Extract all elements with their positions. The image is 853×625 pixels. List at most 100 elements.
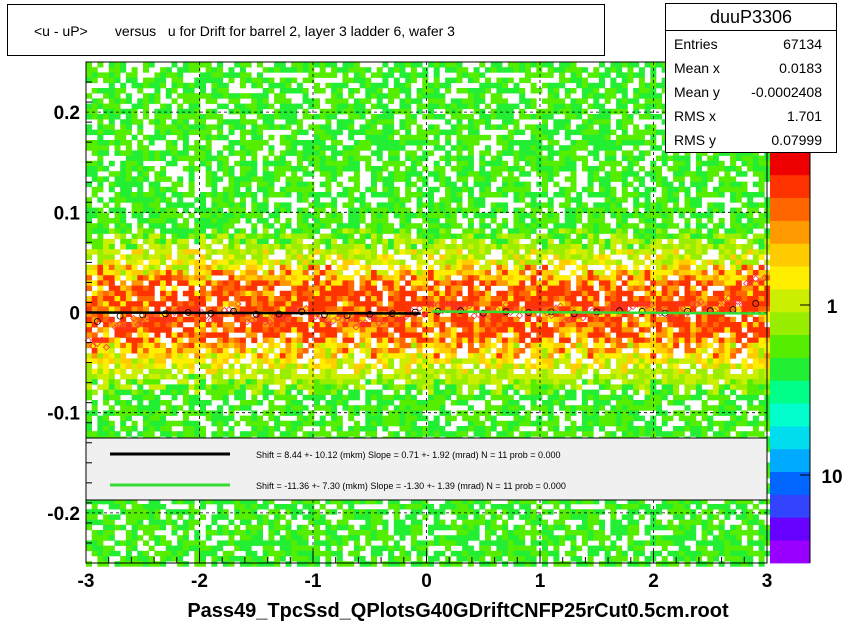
heat-cell <box>296 322 303 328</box>
heat-cell <box>450 519 457 526</box>
heat-cell <box>285 249 292 255</box>
heat-cell <box>302 337 309 344</box>
heat-cell <box>428 233 434 240</box>
heat-cell <box>131 264 138 271</box>
heat-cell <box>450 306 457 312</box>
heat-cell <box>205 498 212 505</box>
heat-cell <box>251 296 258 302</box>
heat-cell <box>388 290 395 297</box>
heat-cell <box>217 374 224 380</box>
heat-cell <box>222 264 229 271</box>
heat-cell <box>473 140 480 146</box>
heat-cell <box>228 254 235 260</box>
heat-cell <box>97 426 104 432</box>
heat-cell <box>433 524 440 531</box>
heat-cell <box>228 389 235 396</box>
heat-cell <box>217 431 224 437</box>
heat-cell <box>228 244 235 250</box>
heat-cell <box>405 238 412 245</box>
heat-cell <box>222 155 229 162</box>
heat-cell <box>143 192 149 198</box>
heat-cell <box>165 67 172 73</box>
heat-cell <box>388 280 395 286</box>
heat-cell <box>274 114 281 120</box>
heat-cell <box>268 363 275 370</box>
heat-cell <box>462 155 469 162</box>
heat-cell <box>131 524 138 531</box>
heat-cell <box>245 405 252 411</box>
heat-cell <box>165 410 172 416</box>
heat-cell <box>125 400 132 406</box>
heat-cell <box>428 290 434 297</box>
heat-cell <box>148 394 155 401</box>
heat-cell <box>279 88 286 94</box>
heat-cell <box>182 145 189 151</box>
heat-cell <box>262 540 269 546</box>
heat-cell <box>148 342 155 349</box>
heat-cell <box>200 405 206 411</box>
heat-cell <box>262 124 269 130</box>
heat-cell <box>331 176 338 182</box>
heat-cell <box>439 280 446 286</box>
heat-cell <box>433 550 440 557</box>
heat-cell <box>296 228 303 234</box>
heat-cell <box>450 62 457 68</box>
heat-cell <box>251 145 258 151</box>
heat-cell <box>450 384 457 390</box>
heat-cell <box>388 415 395 422</box>
heat-cell <box>86 311 92 318</box>
heat-cell <box>120 348 127 354</box>
heat-cell <box>251 524 258 531</box>
heat-cell <box>125 119 132 125</box>
heat-cell <box>450 374 457 380</box>
heat-cell <box>108 259 115 266</box>
heat-cell <box>325 509 332 515</box>
heat-cell <box>160 254 167 260</box>
heat-cell <box>103 327 110 333</box>
heat-cell <box>285 348 292 354</box>
heat-cell <box>314 514 320 520</box>
heat-cell <box>234 368 241 375</box>
heat-cell <box>308 301 315 307</box>
heat-cell <box>399 561 406 567</box>
heat-cell <box>188 192 195 198</box>
heat-cell <box>445 420 452 427</box>
heat-cell <box>393 233 400 240</box>
heat-cell <box>462 410 469 416</box>
heat-cell <box>456 171 463 177</box>
heat-cell <box>125 327 132 333</box>
heat-cell <box>296 82 303 89</box>
heat-cell <box>319 124 326 130</box>
heat-cell <box>251 233 258 240</box>
heat-cell <box>239 545 246 552</box>
heat-cell <box>86 62 92 68</box>
heat-cell <box>450 145 457 151</box>
heat-cell <box>405 212 412 219</box>
heat-cell <box>479 426 486 432</box>
heat-cell <box>376 72 383 78</box>
heat-cell <box>348 218 355 224</box>
heat-cell <box>262 228 269 234</box>
heat-cell <box>182 535 189 541</box>
heat-cell <box>262 218 269 224</box>
heat-cell <box>143 218 149 224</box>
heat-cell <box>234 524 241 531</box>
heat-cell <box>239 337 246 344</box>
heat-cell <box>433 509 440 515</box>
heat-cell <box>120 254 127 260</box>
heat-cell <box>433 228 440 234</box>
heat-cell <box>473 207 480 214</box>
heat-cell <box>359 384 366 390</box>
heat-cell <box>439 228 446 234</box>
heat-cell <box>285 264 292 271</box>
heat-cell <box>131 540 138 546</box>
heat-cell <box>371 426 377 432</box>
heat-cell <box>405 114 412 120</box>
heat-cell <box>279 67 286 73</box>
heat-cell <box>154 238 161 245</box>
heat-cell <box>131 82 138 89</box>
heat-cell <box>262 561 269 567</box>
heat-cell <box>302 166 309 172</box>
heat-cell <box>222 540 229 546</box>
heat-cell <box>456 160 463 167</box>
